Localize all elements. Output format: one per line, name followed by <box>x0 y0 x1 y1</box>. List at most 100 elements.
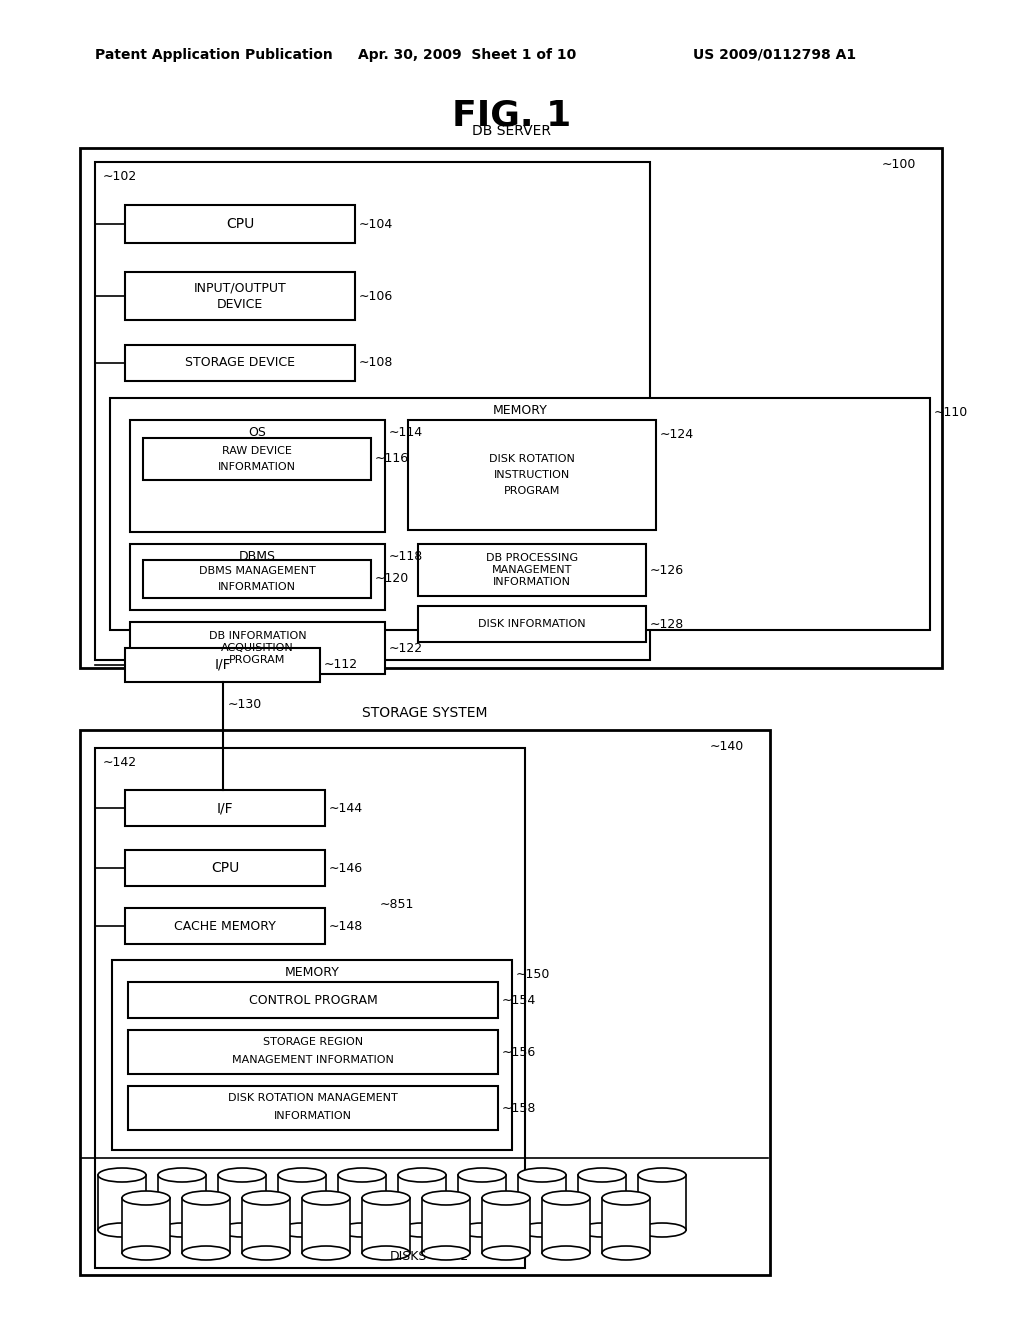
Bar <box>602 1199 650 1253</box>
Ellipse shape <box>278 1224 326 1237</box>
Text: ∼146: ∼146 <box>329 862 364 874</box>
Text: INFORMATION: INFORMATION <box>274 1111 352 1121</box>
Text: ACQUISITION: ACQUISITION <box>221 643 294 653</box>
Text: ∼126: ∼126 <box>650 564 684 577</box>
Ellipse shape <box>458 1224 506 1237</box>
Text: ∼116: ∼116 <box>375 453 410 466</box>
Bar <box>278 1175 326 1230</box>
Text: ∼100: ∼100 <box>882 157 916 170</box>
Bar <box>130 544 385 610</box>
Bar <box>95 162 650 660</box>
Text: INSTRUCTION: INSTRUCTION <box>494 470 570 480</box>
Text: CACHE MEMORY: CACHE MEMORY <box>174 920 275 932</box>
Ellipse shape <box>218 1168 266 1181</box>
Text: ∼128: ∼128 <box>650 618 684 631</box>
Bar <box>458 1175 506 1230</box>
Bar <box>128 1030 498 1074</box>
Bar <box>112 960 512 1150</box>
Bar <box>110 399 930 630</box>
Ellipse shape <box>362 1246 410 1261</box>
Text: ∼104: ∼104 <box>359 218 393 231</box>
Text: ∼114: ∼114 <box>389 425 423 438</box>
Ellipse shape <box>422 1246 470 1261</box>
Ellipse shape <box>362 1191 410 1205</box>
Text: DBMS MANAGEMENT: DBMS MANAGEMENT <box>199 566 315 576</box>
Text: ∼130: ∼130 <box>227 697 262 710</box>
Ellipse shape <box>158 1168 206 1181</box>
Text: DB SERVER: DB SERVER <box>471 124 551 139</box>
Ellipse shape <box>242 1246 290 1261</box>
Ellipse shape <box>638 1168 686 1181</box>
Bar <box>418 544 646 597</box>
Text: ∼154: ∼154 <box>502 994 537 1006</box>
Ellipse shape <box>398 1168 446 1181</box>
Ellipse shape <box>482 1191 530 1205</box>
Bar <box>80 148 942 668</box>
Ellipse shape <box>338 1224 386 1237</box>
Bar <box>128 1086 498 1130</box>
Text: Apr. 30, 2009  Sheet 1 of 10: Apr. 30, 2009 Sheet 1 of 10 <box>358 48 577 62</box>
Text: ∼156: ∼156 <box>502 1045 537 1059</box>
Ellipse shape <box>422 1191 470 1205</box>
Ellipse shape <box>338 1168 386 1181</box>
Text: ∼150: ∼150 <box>516 968 550 981</box>
Text: MANAGEMENT: MANAGEMENT <box>492 565 572 576</box>
Bar <box>418 606 646 642</box>
Text: CONTROL PROGRAM: CONTROL PROGRAM <box>249 994 378 1006</box>
Bar <box>422 1199 470 1253</box>
Text: DISK ROTATION: DISK ROTATION <box>489 454 574 465</box>
Ellipse shape <box>98 1224 146 1237</box>
Bar <box>338 1175 386 1230</box>
Ellipse shape <box>158 1224 206 1237</box>
Text: ∼142: ∼142 <box>103 755 137 768</box>
Ellipse shape <box>242 1191 290 1205</box>
Text: Patent Application Publication: Patent Application Publication <box>95 48 333 62</box>
Bar <box>130 420 385 532</box>
Text: DB INFORMATION: DB INFORMATION <box>209 631 306 642</box>
Text: ∼148: ∼148 <box>329 920 364 932</box>
Ellipse shape <box>638 1224 686 1237</box>
Text: INFORMATION: INFORMATION <box>493 577 571 587</box>
Bar <box>242 1199 290 1253</box>
Bar <box>125 205 355 243</box>
Text: US 2009/0112798 A1: US 2009/0112798 A1 <box>693 48 856 62</box>
Bar <box>482 1199 530 1253</box>
Bar <box>143 438 371 480</box>
Text: INPUT/OUTPUT: INPUT/OUTPUT <box>194 281 287 294</box>
Bar <box>542 1199 590 1253</box>
Text: DEVICE: DEVICE <box>217 297 263 310</box>
Bar <box>122 1199 170 1253</box>
Ellipse shape <box>518 1224 566 1237</box>
Text: PROGRAM: PROGRAM <box>504 486 560 496</box>
Text: DB PROCESSING: DB PROCESSING <box>486 553 579 564</box>
Bar <box>302 1199 350 1253</box>
Text: STORAGE DEVICE: STORAGE DEVICE <box>185 356 295 370</box>
Text: CPU: CPU <box>211 861 240 875</box>
Bar <box>158 1175 206 1230</box>
Bar <box>80 730 770 1275</box>
Bar <box>130 622 385 675</box>
Ellipse shape <box>302 1191 350 1205</box>
Bar <box>143 560 371 598</box>
Text: ∼144: ∼144 <box>329 801 364 814</box>
Ellipse shape <box>518 1168 566 1181</box>
Ellipse shape <box>182 1246 230 1261</box>
Text: ∼122: ∼122 <box>389 642 423 655</box>
Ellipse shape <box>578 1224 626 1237</box>
Ellipse shape <box>458 1168 506 1181</box>
Text: ∼851: ∼851 <box>380 898 415 911</box>
Text: ∼102: ∼102 <box>103 169 137 182</box>
Text: STORAGE REGION: STORAGE REGION <box>263 1038 364 1047</box>
Text: ∼120: ∼120 <box>375 573 410 586</box>
Bar <box>125 908 325 944</box>
Bar <box>182 1199 230 1253</box>
Ellipse shape <box>542 1246 590 1261</box>
Ellipse shape <box>602 1191 650 1205</box>
Ellipse shape <box>218 1224 266 1237</box>
Text: MEMORY: MEMORY <box>285 965 339 978</box>
Bar <box>638 1175 686 1230</box>
Bar <box>578 1175 626 1230</box>
Text: OS: OS <box>249 425 266 438</box>
Bar <box>125 850 325 886</box>
Text: ∼158: ∼158 <box>502 1101 537 1114</box>
